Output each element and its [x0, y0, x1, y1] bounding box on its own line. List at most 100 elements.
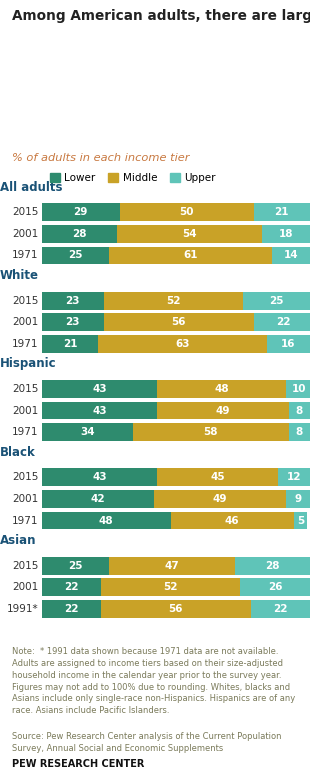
Bar	[254, 203, 310, 221]
Text: 16: 16	[281, 339, 296, 349]
Text: 5: 5	[297, 515, 304, 525]
Bar	[42, 225, 117, 243]
Text: 1971: 1971	[12, 250, 39, 260]
Bar	[286, 490, 310, 508]
Legend: Lower, Middle, Upper: Lower, Middle, Upper	[46, 169, 220, 188]
Text: Asian: Asian	[0, 534, 37, 547]
Text: 54: 54	[182, 229, 197, 239]
Text: 21: 21	[275, 207, 289, 217]
Text: 52: 52	[166, 295, 180, 305]
Text: 21: 21	[63, 339, 77, 349]
Bar	[133, 423, 289, 441]
Text: 14: 14	[284, 250, 299, 260]
Text: 23: 23	[65, 295, 80, 305]
Bar	[170, 512, 294, 529]
Bar	[42, 600, 101, 618]
Bar	[235, 556, 310, 574]
Bar	[98, 335, 267, 353]
Text: Black: Black	[0, 446, 36, 459]
Text: 2001: 2001	[12, 317, 39, 327]
Text: 43: 43	[92, 384, 107, 394]
Bar	[42, 578, 101, 596]
Text: 49: 49	[213, 494, 228, 504]
Text: 2015: 2015	[12, 560, 39, 570]
Text: 12: 12	[287, 472, 301, 482]
Bar	[101, 578, 240, 596]
Bar	[286, 380, 310, 398]
Bar	[42, 380, 157, 398]
Text: 2015: 2015	[12, 295, 39, 305]
Bar	[254, 313, 310, 331]
Text: 47: 47	[165, 560, 179, 570]
Text: 43: 43	[92, 405, 107, 415]
Bar	[289, 423, 310, 441]
Bar	[262, 225, 310, 243]
Text: 25: 25	[269, 295, 284, 305]
Text: 52: 52	[163, 582, 178, 592]
Text: PEW RESEARCH CENTER: PEW RESEARCH CENTER	[12, 759, 145, 769]
Bar	[272, 246, 310, 264]
Text: 2001: 2001	[12, 494, 39, 504]
Text: Source: Pew Research Center analysis of the Current Population
Survey, Annual So: Source: Pew Research Center analysis of …	[12, 732, 282, 753]
Text: 9: 9	[294, 494, 302, 504]
Bar	[117, 225, 262, 243]
Text: 1971: 1971	[12, 427, 39, 437]
Bar	[251, 600, 310, 618]
Text: 22: 22	[276, 317, 290, 327]
Text: 46: 46	[225, 515, 240, 525]
Bar	[101, 600, 251, 618]
Bar	[154, 490, 286, 508]
Text: 63: 63	[175, 339, 190, 349]
Bar	[104, 291, 243, 309]
Text: 56: 56	[171, 317, 186, 327]
Bar	[42, 291, 104, 309]
Text: 8: 8	[296, 427, 303, 437]
Bar	[157, 380, 286, 398]
Text: 48: 48	[214, 384, 229, 394]
Text: 1971: 1971	[12, 515, 39, 525]
Bar	[104, 313, 254, 331]
Text: 8: 8	[296, 405, 303, 415]
Text: 50: 50	[179, 207, 194, 217]
Text: 22: 22	[64, 604, 79, 614]
Text: 2015: 2015	[12, 207, 39, 217]
Text: 48: 48	[99, 515, 113, 525]
Text: 29: 29	[73, 207, 88, 217]
Text: 49: 49	[215, 405, 230, 415]
Text: 26: 26	[268, 582, 282, 592]
Text: 43: 43	[92, 472, 107, 482]
Bar	[294, 512, 307, 529]
Text: 28: 28	[72, 229, 86, 239]
Text: 2015: 2015	[12, 384, 39, 394]
Bar	[42, 313, 104, 331]
Bar	[243, 291, 310, 309]
Text: Hispanic: Hispanic	[0, 357, 57, 370]
Text: 45: 45	[210, 472, 225, 482]
Text: White: White	[0, 269, 39, 282]
Text: 56: 56	[169, 604, 183, 614]
Bar	[240, 578, 310, 596]
Bar	[109, 556, 235, 574]
Bar	[42, 203, 120, 221]
Bar	[42, 556, 109, 574]
Bar	[278, 468, 310, 486]
Text: % of adults in each income tier: % of adults in each income tier	[12, 153, 190, 164]
Bar	[289, 401, 310, 419]
Text: 22: 22	[273, 604, 288, 614]
Text: 2001: 2001	[12, 229, 39, 239]
Bar	[42, 335, 98, 353]
Text: 61: 61	[184, 250, 198, 260]
Bar	[157, 468, 278, 486]
Text: Among American adults, there are large differences in income status by race and : Among American adults, there are large d…	[12, 9, 310, 23]
Text: 2015: 2015	[12, 472, 39, 482]
Text: 25: 25	[68, 560, 83, 570]
Text: 58: 58	[204, 427, 218, 437]
Text: 1971: 1971	[12, 339, 39, 349]
Bar	[109, 246, 272, 264]
Bar	[267, 335, 310, 353]
Bar	[42, 246, 109, 264]
Text: 23: 23	[65, 317, 80, 327]
Bar	[157, 401, 289, 419]
Bar	[42, 490, 154, 508]
Text: All adults: All adults	[0, 181, 63, 194]
